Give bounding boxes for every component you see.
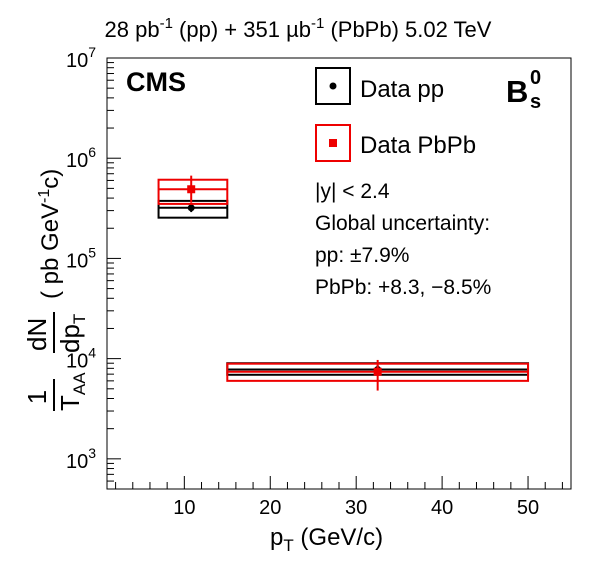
- legend-label-pbpb: Data PbPb: [360, 132, 476, 159]
- y-tick-label: 103: [66, 445, 96, 473]
- legend-entry-pbpb: Data PbPb: [316, 125, 476, 161]
- x-tick-label: 20: [259, 497, 281, 519]
- annotation-rapidity: |y| < 2.4: [315, 180, 390, 203]
- data-point-pp: [188, 204, 195, 211]
- data-point-pbpb: [374, 368, 382, 376]
- x-tick-label: 10: [173, 497, 195, 519]
- x-axis-label: pT (GeV/c): [270, 524, 383, 555]
- data-point-pbpb: [187, 185, 195, 193]
- annotation-global-uncertainty: Global uncertainty:: [315, 212, 490, 235]
- y-label-dn: dN: [22, 318, 52, 351]
- legend-label-pp: Data pp: [360, 76, 444, 103]
- x-tick-label: 50: [517, 497, 539, 519]
- y-label-one: 1: [22, 390, 52, 404]
- legend-entry-pp: Data pp: [316, 68, 444, 104]
- x-tick-label: 30: [345, 497, 367, 519]
- y-label-dpt: dpT: [55, 314, 89, 353]
- y-tick-label: 106: [66, 144, 96, 172]
- y-label-taa: TAA: [55, 372, 89, 411]
- plot-frame: [107, 58, 571, 489]
- y-label-unit: ( pb GeV-1c): [36, 169, 64, 299]
- legend: Data pp Data PbPb: [316, 68, 476, 161]
- particle-label: B0 s: [506, 67, 541, 113]
- chart-title: 28 pb-1 (pp) + 351 µb-1 (PbPb) 5.02 TeV: [105, 15, 492, 42]
- y-axis-label: 1 TAA dN dpT ( pb GeV-1c): [22, 169, 89, 411]
- y-tick-label: 105: [66, 244, 96, 272]
- legend-marker-pbpb-square: [329, 139, 337, 147]
- legend-marker-pp-dot: [330, 83, 337, 90]
- y-tick-label: 107: [66, 44, 96, 72]
- annotation-pbpb-uncertainty: PbPb: +8.3, −8.5%: [315, 276, 491, 299]
- experiment-label: CMS: [126, 67, 186, 97]
- annotation-pp-uncertainty: pp: ±7.9%: [315, 244, 409, 267]
- x-tick-label: 40: [431, 497, 453, 519]
